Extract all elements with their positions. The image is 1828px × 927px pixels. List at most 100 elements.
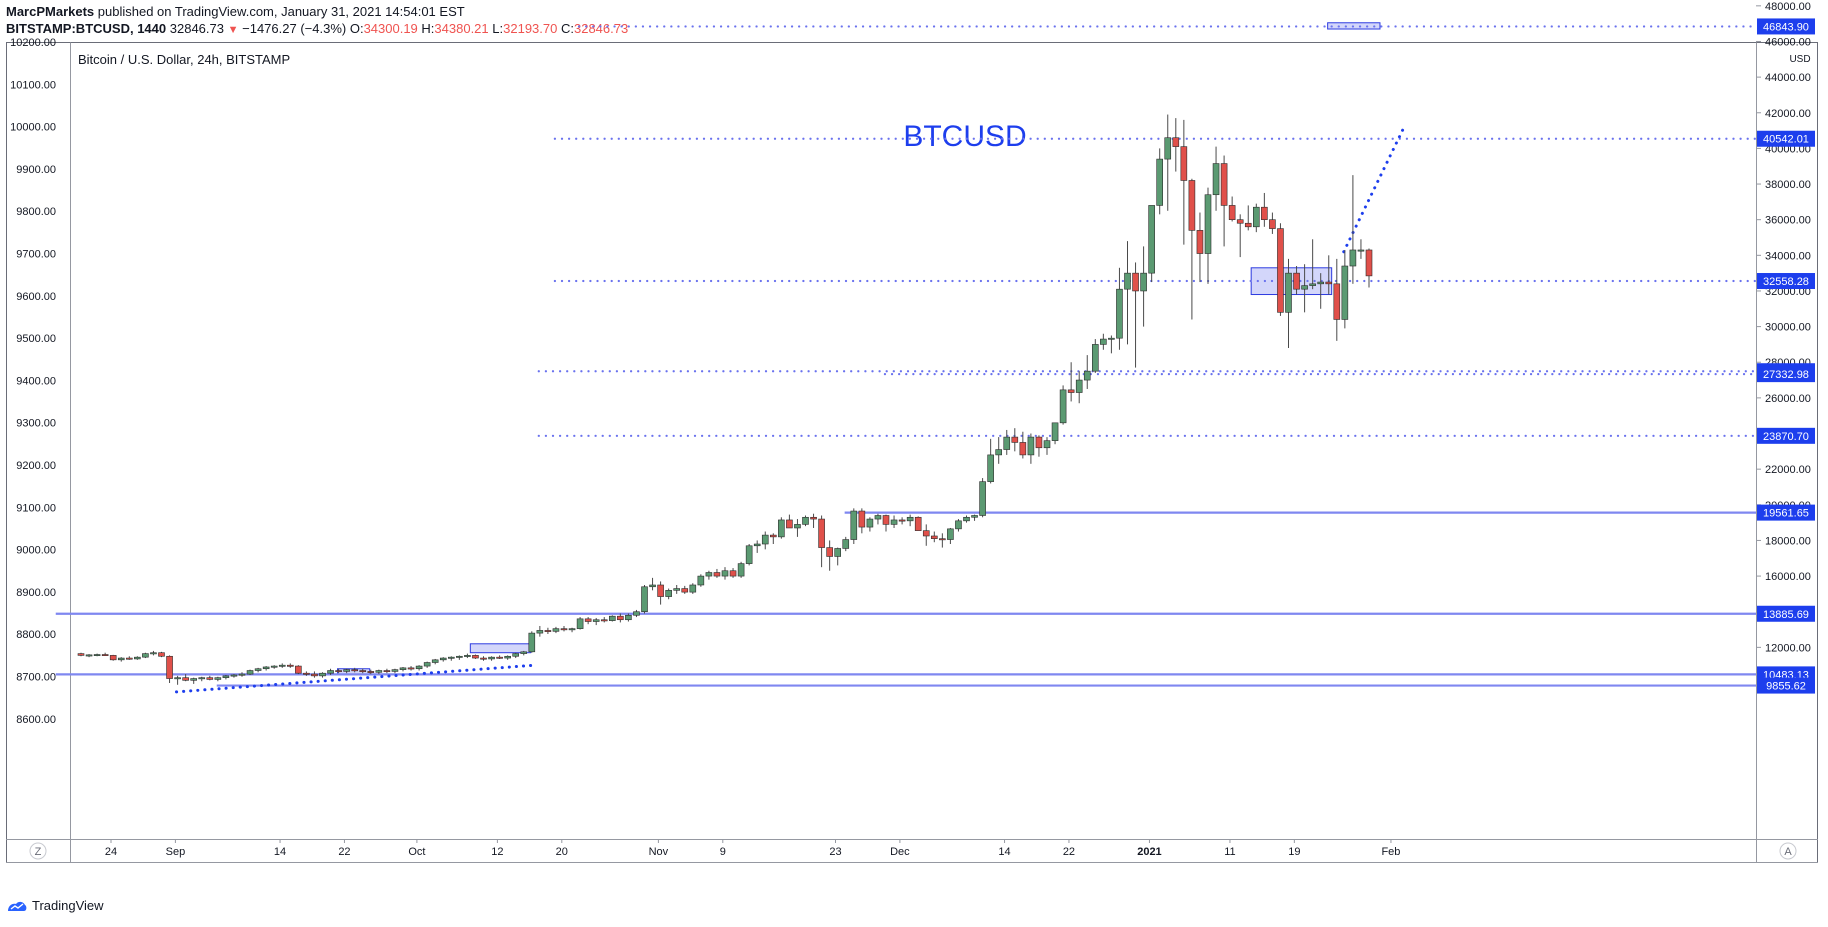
candle xyxy=(584,617,592,625)
candle-body xyxy=(882,515,890,525)
candle-body xyxy=(415,665,423,670)
candle xyxy=(1357,239,1365,259)
candle xyxy=(1059,385,1067,425)
candle xyxy=(592,617,600,626)
candle-body xyxy=(278,664,286,667)
candle-body xyxy=(874,515,882,520)
candle-body xyxy=(174,677,181,680)
level-tags: 46843.9040542.0132558.2827495.9227332.98… xyxy=(1757,18,1815,694)
candle-body xyxy=(560,628,568,631)
author-name[interactable]: MarcPMarkets xyxy=(6,4,95,19)
candle-body xyxy=(1365,249,1373,277)
level-price-tag xyxy=(1757,130,1815,147)
candle-body xyxy=(238,673,246,676)
candle-body xyxy=(1349,249,1357,267)
level-price-tag xyxy=(1757,504,1815,521)
candle-body xyxy=(270,665,278,668)
candle-body xyxy=(1228,205,1236,220)
level-price-tag xyxy=(1757,366,1815,383)
candle xyxy=(955,519,962,532)
candle-body xyxy=(1067,389,1075,393)
auto-scale-button[interactable]: A xyxy=(1779,842,1797,860)
candle-body xyxy=(488,656,495,660)
chart-header: MarcPMarkets published on TradingView.co… xyxy=(6,3,628,39)
candle xyxy=(1269,212,1276,234)
candle xyxy=(649,577,656,591)
candle-body xyxy=(600,619,608,622)
candle-body xyxy=(142,653,149,658)
time-tick-label: Oct xyxy=(408,846,425,858)
candle xyxy=(1116,267,1123,350)
candle xyxy=(1140,246,1147,327)
publish-info: published on TradingView.com, January 31… xyxy=(97,4,465,19)
candle xyxy=(786,514,793,529)
candle-body xyxy=(367,671,375,673)
level-price-label: 9855.62 xyxy=(1766,681,1806,693)
candle-body xyxy=(617,615,624,621)
candle xyxy=(1124,241,1131,345)
candle xyxy=(890,515,898,528)
candle xyxy=(166,655,173,683)
candle-body xyxy=(1309,283,1316,286)
left-tick-label: 8700.00 xyxy=(16,672,56,684)
candle-body xyxy=(158,652,165,657)
z-button[interactable]: Z xyxy=(29,842,47,860)
candle-body xyxy=(705,572,713,577)
candle-body xyxy=(769,534,777,538)
candles xyxy=(77,114,1373,685)
candle xyxy=(697,574,705,587)
candle-body xyxy=(1132,272,1139,292)
down-arrow-icon: ▼ xyxy=(227,24,239,36)
candle-body xyxy=(439,657,447,661)
candle xyxy=(93,653,101,657)
time-tick-label: 24 xyxy=(105,846,117,858)
candle xyxy=(238,672,246,677)
candle xyxy=(1051,422,1059,445)
candlestick-chart[interactable]: Bitcoin / U.S. Dollar, 24h, BITSTAMP BTC… xyxy=(0,0,1828,900)
candle xyxy=(1108,335,1115,354)
candle xyxy=(1309,239,1316,290)
candle xyxy=(1148,205,1155,283)
drawn-zones xyxy=(337,22,1381,676)
candle-body xyxy=(890,519,898,525)
candle xyxy=(568,627,576,633)
candle xyxy=(1277,223,1284,316)
watermark-label: BTCUSD xyxy=(903,120,1026,153)
candle xyxy=(343,668,350,674)
candle-body xyxy=(786,519,793,529)
right-tick-label: 22000.00 xyxy=(1765,464,1811,476)
candle-body xyxy=(1341,265,1349,320)
time-tick-label: 20 xyxy=(556,846,568,858)
candle xyxy=(117,657,125,662)
candle-body xyxy=(536,630,544,634)
candle xyxy=(262,666,270,671)
candle xyxy=(1212,146,1220,211)
footer-brand[interactable]: TradingView xyxy=(32,898,104,913)
candle-body xyxy=(1269,219,1276,229)
candle-body xyxy=(914,516,922,531)
candle xyxy=(552,626,560,634)
left-tick-label: 9600.00 xyxy=(16,291,56,303)
candle-body xyxy=(1204,194,1212,254)
publish-line: MarcPMarkets published on TradingView.co… xyxy=(6,3,628,20)
candle xyxy=(673,584,681,594)
candle xyxy=(544,627,552,634)
candle xyxy=(560,625,568,632)
candle-body xyxy=(729,570,737,577)
dotted-trendline xyxy=(175,663,537,694)
candle xyxy=(713,568,721,578)
right-tick-label: 42000.00 xyxy=(1765,108,1811,120)
left-tick-label: 9700.00 xyxy=(16,249,56,261)
candle-body xyxy=(1317,281,1324,285)
candle xyxy=(737,561,745,578)
candle xyxy=(142,652,149,659)
candle xyxy=(600,617,608,623)
candle xyxy=(858,508,866,534)
candle-body xyxy=(987,454,994,482)
candle-body xyxy=(842,539,850,549)
candle xyxy=(327,668,334,675)
candle-body xyxy=(117,657,125,661)
open-value: 34300.19 xyxy=(363,21,418,36)
price-change: −1476.27 (−4.3%) xyxy=(242,21,347,36)
candle-body xyxy=(1172,137,1180,147)
